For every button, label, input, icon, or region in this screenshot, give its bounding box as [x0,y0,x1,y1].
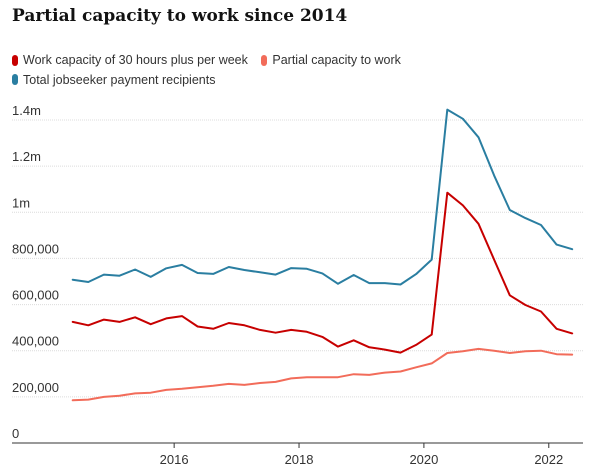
chart-legend: Work capacity of 30 hours plus per week … [12,51,572,90]
x-axis: 2016 2018 2020 2022 [12,442,583,467]
legend-item-partial-capacity: Partial capacity to work [261,51,401,69]
y-tick-label-0: 0 [12,426,19,441]
legend-swatch-partial-capacity [261,54,268,66]
y-tick-label-5: 1m [12,195,30,210]
legend-item-total-recipients: Total jobseeker payment recipients [12,71,215,89]
y-axis-tick-labels: 0 200,000 400,000 600,000 800,000 1m 1.2m 1.4m [12,103,59,441]
x-tick-label-2: 2020 [409,452,438,467]
series-line-partial-capacity [71,347,574,402]
y-tick-label-7: 1.4m [12,103,41,118]
y-tick-label-6: 1.2m [12,149,41,164]
legend-label-partial-capacity: Partial capacity to work [272,53,401,67]
series-line-total-recipients [71,108,574,286]
series-lines [71,108,574,402]
series-line-work-capacity [71,191,574,354]
legend-label-work-capacity: Work capacity of 30 hours plus per week [23,53,248,67]
legend-label-total-recipients: Total jobseeker payment recipients [23,72,216,87]
legend-swatch-work-capacity [12,54,18,66]
chart-title: Partial capacity to work since 2014 [12,6,348,26]
legend-item-work-capacity: Work capacity of 30 hours plus per week [12,51,248,69]
x-tick-label-1: 2018 [285,452,314,467]
legend-swatch-total-recipients [12,74,18,85]
x-tick-label-3: 2022 [534,452,563,467]
x-tick-label-0: 2016 [160,452,189,467]
y-tick-label-4: 800,000 [12,241,59,256]
y-tick-label-1: 200,000 [12,380,59,395]
y-tick-label-2: 400,000 [12,334,59,349]
y-tick-label-3: 600,000 [12,288,59,303]
gridlines [12,119,583,398]
